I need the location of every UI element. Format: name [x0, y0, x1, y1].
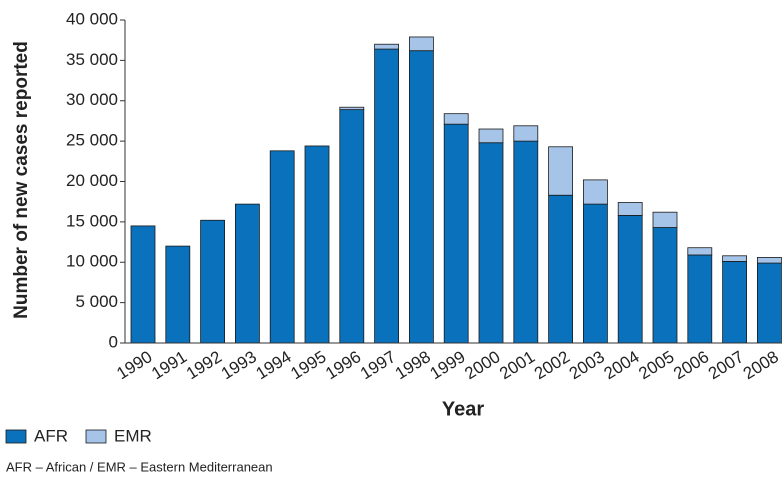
- bar-segment: [548, 146, 573, 196]
- x-tick-label: 1992: [183, 347, 225, 383]
- bar-segment: [478, 128, 504, 144]
- bar-segment: [617, 215, 643, 344]
- bar-segment: [443, 113, 469, 125]
- y-tick-label: 5 000: [75, 292, 118, 311]
- footnote: AFR – African / EMR – Eastern Mediterran…: [6, 459, 273, 474]
- bar-segment: [374, 48, 400, 344]
- bar-segment: [513, 125, 539, 142]
- bar-segment: [478, 142, 504, 344]
- legend-swatch: [85, 429, 107, 444]
- bar-segment: [304, 145, 330, 344]
- x-tick-label: 1998: [392, 347, 434, 383]
- x-tick-label: 2000: [461, 347, 503, 383]
- y-tick-label: 15 000: [66, 211, 118, 230]
- bar-segment: [130, 225, 156, 344]
- x-tick-label: 2008: [740, 347, 782, 383]
- bar-segment: [269, 150, 295, 344]
- bar-segment: [408, 50, 434, 344]
- x-tick-label: 2001: [496, 347, 538, 383]
- bar-segment: [583, 203, 608, 344]
- y-tick-label: 20 000: [66, 171, 118, 190]
- bar-segment: [652, 211, 678, 228]
- y-tick-label: 0: [109, 332, 118, 351]
- bar-segment: [339, 106, 365, 111]
- bar-segment: [687, 254, 713, 344]
- x-tick-label: 2004: [601, 347, 643, 383]
- bar-segment: [548, 194, 573, 344]
- legend-swatch: [5, 429, 27, 444]
- x-tick-label: 1990: [113, 347, 155, 383]
- bar-segment: [200, 219, 226, 344]
- x-tick-label: 2003: [566, 347, 608, 383]
- bar-segment: [687, 247, 713, 256]
- bar-segment: [722, 255, 747, 262]
- bar-segment: [757, 257, 782, 264]
- y-axis-label: Number of new cases reported: [11, 41, 32, 319]
- y-tick-label: 40 000: [66, 9, 118, 28]
- bar-segment: [374, 43, 400, 50]
- bar-segment: [583, 179, 608, 205]
- bar-segment: [513, 140, 539, 344]
- x-tick-label: 2006: [670, 347, 712, 383]
- x-tick-label: 1995: [287, 347, 329, 383]
- x-tick-label: 1994: [253, 347, 295, 383]
- bar-segment: [339, 109, 365, 344]
- x-tick-label: 2002: [531, 347, 573, 383]
- bar-segment: [722, 261, 747, 344]
- bar-segment: [443, 123, 469, 344]
- bar-segment: [757, 262, 782, 344]
- x-tick-label: 1997: [357, 347, 399, 383]
- bar-segment: [165, 245, 191, 344]
- legend-label: AFR: [34, 426, 68, 445]
- y-tick-label: 25 000: [66, 131, 118, 150]
- y-tick-label: 30 000: [66, 90, 118, 109]
- x-tick-label: 1996: [322, 347, 364, 383]
- y-tick-label: 10 000: [66, 252, 118, 271]
- bar-segment: [652, 227, 678, 344]
- bar-segment: [234, 203, 260, 344]
- bar-segment: [408, 36, 434, 52]
- x-tick-label: 2005: [635, 347, 677, 383]
- x-axis-label: Year: [442, 398, 484, 420]
- y-tick-label: 35 000: [66, 50, 118, 69]
- x-tick-label: 2007: [705, 347, 747, 383]
- bar-segment: [617, 202, 643, 216]
- legend-label: EMR: [114, 426, 152, 445]
- x-tick-label: 1999: [427, 347, 469, 383]
- x-tick-label: 1993: [218, 347, 260, 383]
- x-tick-label: 1991: [148, 347, 190, 383]
